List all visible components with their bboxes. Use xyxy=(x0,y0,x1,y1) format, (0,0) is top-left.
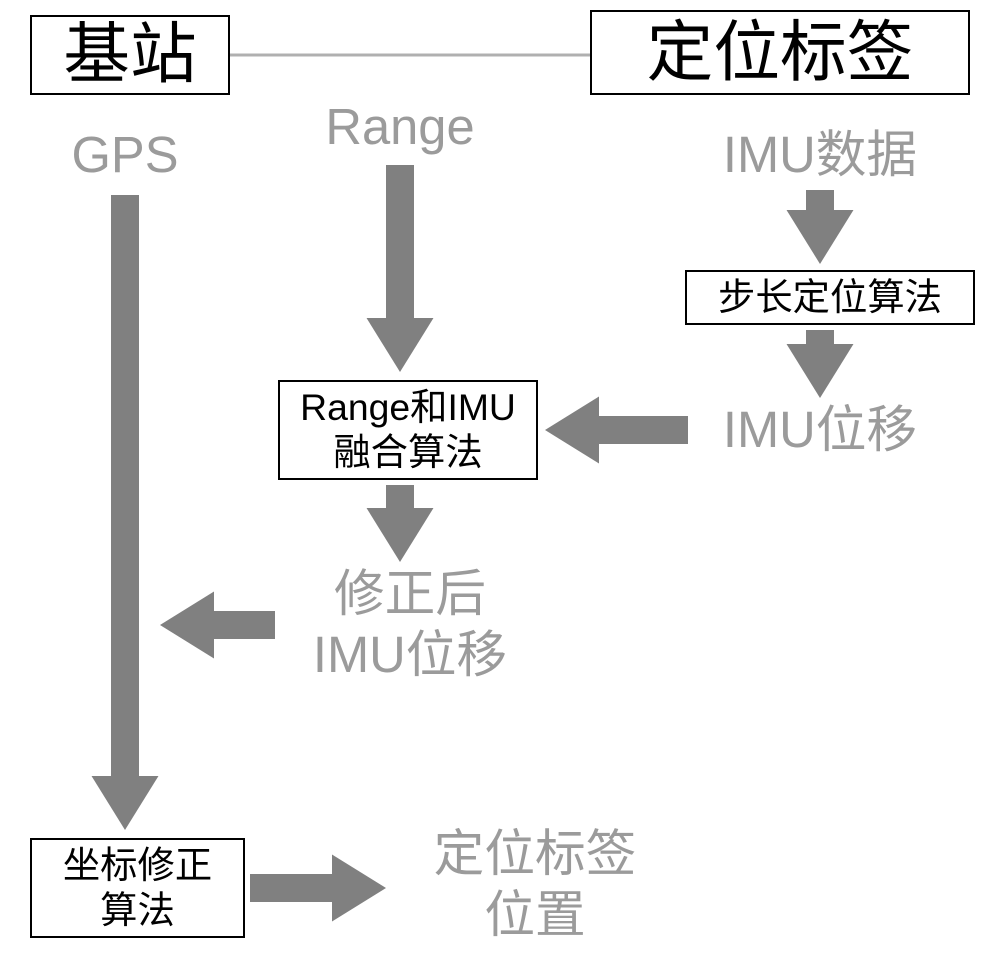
arrow-coord-out-right xyxy=(250,855,386,922)
node-coord_corr: 坐标修正 算法 xyxy=(30,838,245,938)
node-fusion_algo: Range和IMU 融合算法 xyxy=(278,380,538,480)
arrow-range-down xyxy=(367,165,434,372)
node-corrected_disp: 修正后 IMU位移 xyxy=(280,570,540,680)
node-tag_position: 定位标签 位置 xyxy=(395,830,675,940)
node-gps_label: GPS xyxy=(60,130,190,180)
node-range_label: Range xyxy=(300,102,500,152)
arrow-fusion-down xyxy=(367,485,434,562)
node-base_station: 基站 xyxy=(30,15,230,95)
arrow-step-down xyxy=(787,330,854,398)
node-imu_disp: IMU位移 xyxy=(690,405,950,455)
node-step_algo: 步长定位算法 xyxy=(685,270,975,325)
arrow-imu-data-down xyxy=(787,190,854,264)
arrow-gps-down xyxy=(92,195,159,830)
node-pos_tag: 定位标签 xyxy=(590,10,970,95)
arrow-corr-disp-left xyxy=(160,592,275,659)
arrow-imu-disp-left xyxy=(545,397,688,464)
node-imu_data: IMU数据 xyxy=(690,130,950,180)
